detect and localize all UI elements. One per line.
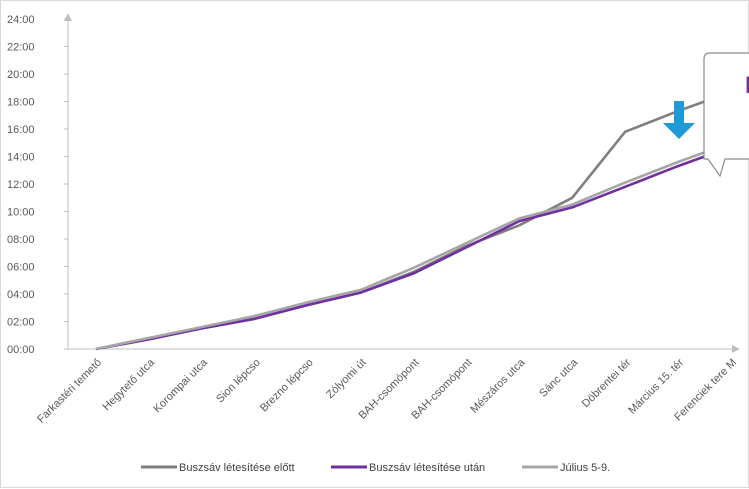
x-tick-label: Hegytető utca	[101, 356, 158, 413]
y-tick-label: 02:00	[7, 317, 35, 329]
legend-entry-label: Július 5-9.	[560, 462, 610, 474]
y-axis-tick-labels: 00:00 02:00 04:00 06:00 08:00 10:00 12:00 14:00…	[7, 14, 68, 356]
x-tick-label: Farkastéri temető	[35, 357, 104, 426]
x-tick-label: Brezno lépcso	[258, 357, 316, 415]
x-tick-label: Döbrentei tér	[580, 356, 634, 410]
axes	[64, 13, 740, 353]
x-tick-label: Zólyomi út	[324, 357, 368, 401]
x-tick-label: Március 15. tér	[626, 356, 686, 416]
y-tick-label: 12:00	[7, 179, 35, 191]
y-tick-label: 20:00	[7, 69, 35, 81]
y-tick-label: 10:00	[7, 207, 35, 219]
callout-text: I	[745, 72, 749, 99]
y-tick-label: 06:00	[7, 262, 35, 274]
y-tick-label: 22:00	[7, 42, 35, 54]
y-tick-label: 16:00	[7, 124, 35, 136]
series-line	[95, 141, 732, 351]
x-axis-arrow-icon	[732, 345, 740, 353]
y-tick-label: 04:00	[7, 289, 35, 301]
y-tick-label: 18:00	[7, 97, 35, 109]
x-tick-label: Sánc utca	[537, 356, 581, 400]
x-tick-label: Korompai utca	[151, 356, 210, 415]
legend-entry-label: Buszsáv létesítése előtt	[179, 462, 295, 474]
x-tick-label: Mészáros utca	[468, 356, 528, 416]
y-tick-label: 08:00	[7, 234, 35, 246]
series-line	[95, 145, 732, 351]
y-tick-label: 24:00	[7, 14, 35, 26]
series-line	[95, 90, 732, 351]
y-axis-arrow-icon	[64, 13, 72, 21]
down-arrow-icon	[663, 101, 695, 139]
y-tick-label: 14:00	[7, 152, 35, 164]
series-lines	[95, 90, 732, 351]
legend: Buszsáv létesítése előtt Buszsáv létesíté…	[141, 462, 610, 474]
callout-bubble	[703, 52, 749, 178]
legend-entry-label: Buszsáv létesítése után	[369, 462, 485, 474]
y-tick-label: 00:00	[7, 344, 35, 356]
callout-annotation: I	[663, 52, 749, 178]
x-tick-label: Sion lépcso	[214, 357, 263, 406]
